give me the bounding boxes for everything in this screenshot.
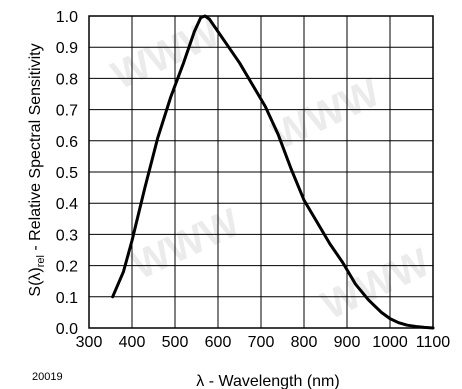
- x-tick-label: 800: [291, 334, 318, 351]
- y-axis-main: S(λ): [27, 267, 44, 296]
- y-axis-title: S(λ)rel - Relative Spectral Sensitivity: [27, 43, 47, 296]
- y-tick-label: 0.5: [56, 165, 78, 182]
- y-tick-label: 0.8: [56, 71, 78, 88]
- x-tick-label: 900: [334, 334, 361, 351]
- y-tick-label: 0.1: [56, 290, 78, 307]
- y-tick-label: 0.2: [56, 259, 78, 276]
- x-tick-label: 600: [205, 334, 232, 351]
- x-axis-text: - Wavelength (nm): [204, 373, 339, 389]
- y-tick-label: 1.0: [56, 9, 78, 26]
- y-tick-label: 0.7: [56, 103, 78, 120]
- x-tick-label: 500: [162, 334, 189, 351]
- plot-area: [88, 14, 435, 330]
- x-tick-label: 300: [76, 334, 103, 351]
- y-tick-label: 0.6: [56, 134, 78, 151]
- x-tick-label: 700: [248, 334, 275, 351]
- y-tick-labels: 0.0 0.1 0.2 0.3 0.4 0.5 0.6 0.7 0.8 0.9 1.0: [56, 9, 78, 338]
- plot-frame: [88, 15, 434, 329]
- y-tick-label: 0.3: [56, 227, 78, 244]
- y-tick-label: 0.0: [56, 321, 78, 338]
- watermark: WWW WWW WWW WWW: [105, 10, 436, 328]
- grid: [89, 16, 433, 328]
- x-axis-title: λ - Wavelength (nm): [196, 373, 339, 389]
- x-tick-label: 400: [119, 334, 146, 351]
- watermark-text: WWW: [315, 240, 436, 328]
- x-tick-labels: 300 400 500 600 700 800 900 1000 1100: [76, 334, 451, 351]
- x-axis-symbol: λ: [196, 373, 204, 389]
- y-tick-label: 0.9: [56, 40, 78, 57]
- x-tick-label: 1100: [416, 334, 451, 351]
- figure-code: 20019: [32, 371, 63, 383]
- watermark-text: WWW: [105, 10, 226, 98]
- y-axis-rest: - Relative Spectral Sensitivity: [27, 43, 44, 255]
- y-tick-label: 0.4: [56, 196, 78, 213]
- x-tick-label: 1000: [372, 334, 408, 351]
- sensitivity-curve: [111, 14, 435, 330]
- watermark-text: WWW: [125, 200, 246, 288]
- y-axis-subscript: rel: [35, 255, 47, 267]
